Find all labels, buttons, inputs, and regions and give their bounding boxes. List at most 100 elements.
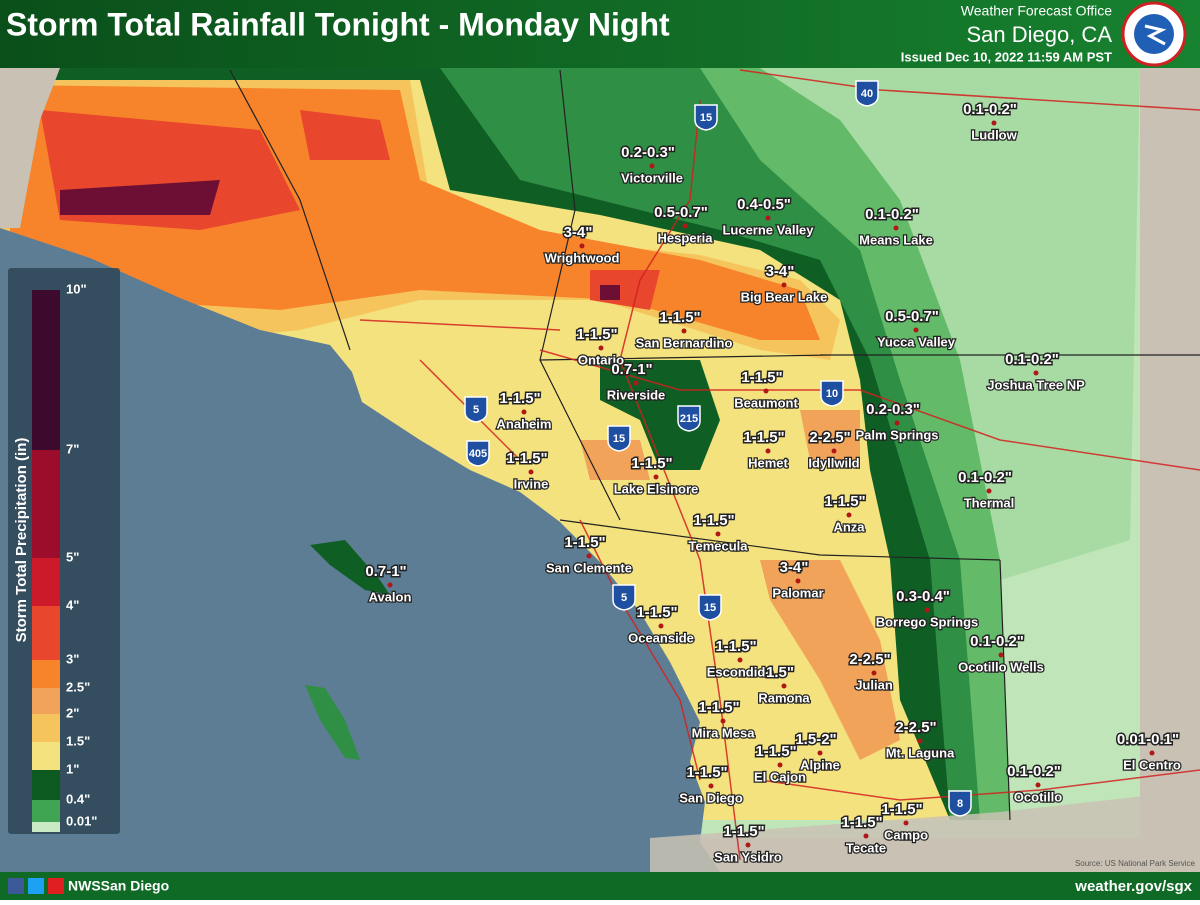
rain-amount: 0.1-0.2" [865,206,919,223]
city-dot [765,215,771,221]
city-dot [913,327,919,333]
city-dot [991,120,997,126]
city-name: Palm Springs [855,427,938,442]
city-dot [653,474,659,480]
office: Weather Forecast Office [961,3,1112,19]
highway-number: 5 [473,404,479,416]
legend-label: 0.4" [66,791,90,806]
city-dot [579,243,585,249]
rain-amount: 0.4-0.5" [737,196,791,213]
rain-amount: 2-2.5" [895,719,936,736]
city-name: Lake Elsinore [614,481,699,496]
city-name: Palomar [772,585,823,600]
legend-swatch [32,558,60,606]
legend-swatch [32,822,60,832]
rain-amount: 0.1-0.2" [1005,351,1059,368]
rain-amount: 0.01-0.1" [1117,731,1179,748]
city-name: Lucerne Valley [722,222,814,237]
city-dot [894,420,900,426]
legend-swatch [32,714,60,742]
city-name: San Bernardino [636,335,733,350]
legend-swatch [32,450,60,558]
city-dot [598,345,604,351]
city-name: Alpine [800,757,840,772]
highway-number: 10 [826,388,838,400]
city-name: Julian [855,677,893,692]
legend-swatch [32,290,60,450]
rain-amount: 0.5-0.7" [885,308,939,325]
city-name: Riverside [607,387,666,402]
rain-amount: 3-4" [766,263,795,280]
rain-amount: 1.5-2" [795,731,836,748]
city-name: Irvine [514,476,549,491]
legend-label: 4" [66,597,79,612]
legend-swatch [32,742,60,770]
city-dot [720,718,726,724]
city-dot [658,623,664,629]
legend-label: 5" [66,549,79,564]
rain-amount: 1-1.5" [715,638,756,655]
office-city: San Diego, CA [966,22,1112,47]
rain-amount: 1-1.5" [723,823,764,840]
highway-number: 15 [700,112,712,124]
city-name: Ludlow [971,127,1017,142]
rain-amount: 1-1.5" [755,743,796,760]
rain-amount: 1-1.5" [659,309,700,326]
city-dot [521,409,527,415]
highway-shield [466,440,490,467]
rain-amount: 0.1-0.2" [958,469,1012,486]
city-name: Wrightwood [545,250,620,265]
rain-amount: 1-1.5" [576,326,617,343]
city-dot [1033,370,1039,376]
highway-shield [607,425,631,452]
basemap [0,68,1200,872]
legend-label: 2.5" [66,679,90,694]
highway-number: 8 [957,798,963,810]
legend-swatch [32,800,60,822]
city-dot [681,328,687,334]
legend-swatch [32,660,60,688]
highway-shield [948,790,972,817]
highway-shield [694,104,718,131]
rain-amount: 1-1.5" [499,390,540,407]
legend: Storm Total Precipitation (in) 10" 7" 5" 4"… [8,268,120,834]
city-dot [817,750,823,756]
city-dot [633,380,639,386]
legend-swatch [32,688,60,714]
city-name: Avalon [369,589,412,604]
rain-amount: 0.7-1" [365,563,406,580]
legend-label: 1.5" [66,733,90,748]
city-name: Ocotillo [1014,789,1062,804]
highway-shield [677,405,701,432]
city-name: El Cajon [754,769,806,784]
rain-amount: 0.7-1" [611,361,652,378]
highway-number: 15 [613,433,625,445]
highway-shield [855,80,879,107]
city-name: Mira Mesa [692,725,756,740]
highway-shield [698,594,722,621]
rain-amount: 0.1-0.2" [963,101,1017,118]
city-name: Escondido [707,664,774,679]
city-dot [781,282,787,288]
rain-amount: 0.3-0.4" [896,588,950,605]
city-name: Campo [884,827,928,842]
rain-amount: 2-2.5" [849,651,890,668]
highway-number: 405 [469,448,487,460]
rain-amount: 1-1.5" [506,450,547,467]
rain-amount: 1-1.5" [686,764,727,781]
legend-label: 3" [66,651,79,666]
legend-title: Storm Total Precipitation (in) [13,438,30,643]
rain-amount: 0.2-0.3" [866,401,920,418]
city-name: Oceanside [628,630,694,645]
city-name: Yucca Valley [877,334,956,349]
city-name: Anaheim [497,416,552,431]
rain-amount: 3-4" [780,559,809,576]
city-name: Ramona [758,690,810,705]
city-name: Victorville [621,170,683,185]
city-dot [528,469,534,475]
legend-label: 10" [66,281,87,296]
city-name: El Centro [1123,757,1181,772]
city-dot [765,448,771,454]
legend-swatch [32,770,60,800]
